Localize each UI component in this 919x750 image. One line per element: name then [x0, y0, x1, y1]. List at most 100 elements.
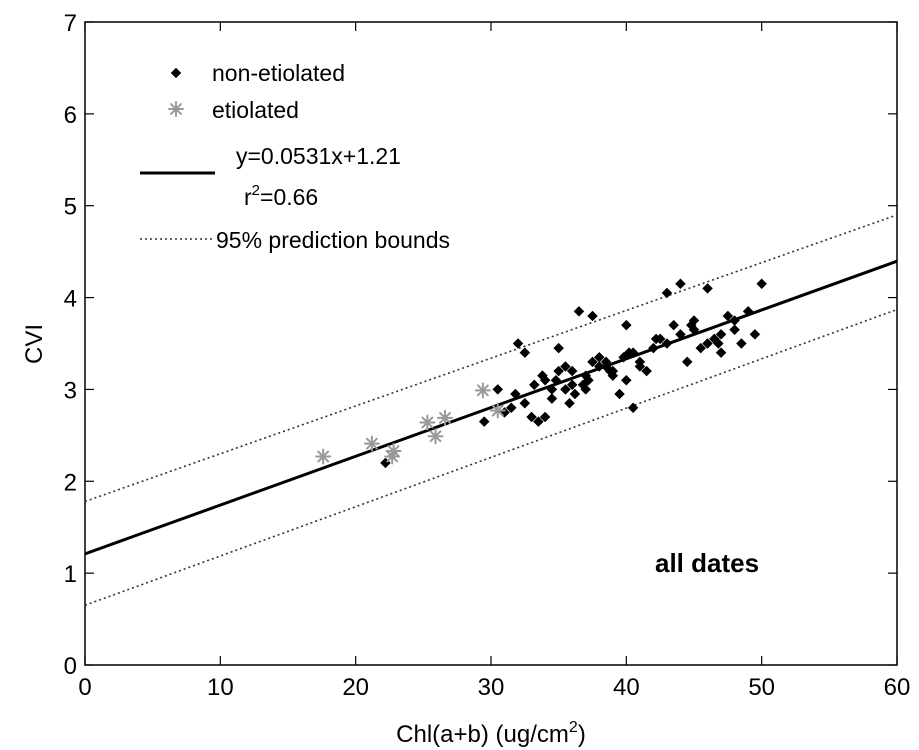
y-axis-label: CVI — [21, 324, 48, 364]
legend-diamond-icon — [170, 67, 182, 79]
point-non-etiolated — [715, 328, 727, 340]
point-non-etiolated — [512, 338, 524, 349]
point-non-etiolated — [623, 347, 635, 359]
y-tick-label: 6 — [64, 102, 77, 129]
point-non-etiolated — [519, 397, 531, 409]
point-etiolated — [427, 428, 444, 445]
y-tick-label: 3 — [64, 377, 77, 404]
point-non-etiolated — [627, 402, 639, 414]
legend: non-etiolated etiolated y=0.0531x+1.21 r… — [140, 60, 450, 253]
legend-r-squared: r2=0.66 — [244, 182, 318, 210]
point-non-etiolated — [587, 310, 598, 322]
legend-bounds-label: 95% prediction bounds — [216, 227, 450, 253]
point-non-etiolated — [675, 328, 686, 340]
point-non-etiolated — [641, 365, 652, 377]
point-etiolated — [315, 448, 332, 465]
fit-line — [84, 259, 898, 556]
point-non-etiolated — [539, 411, 551, 423]
point-non-etiolated — [528, 379, 540, 391]
y-tick-label: 0 — [64, 653, 77, 680]
point-non-etiolated — [573, 305, 585, 317]
point-non-etiolated — [510, 388, 521, 400]
point-non-etiolated — [533, 416, 544, 427]
point-etiolated — [419, 414, 436, 431]
point-non-etiolated — [756, 278, 768, 290]
point-non-etiolated — [736, 338, 747, 349]
point-non-etiolated — [550, 374, 562, 386]
point-non-etiolated — [560, 384, 571, 395]
point-non-etiolated — [604, 365, 616, 377]
point-non-etiolated — [519, 347, 531, 359]
point-non-etiolated — [620, 374, 632, 386]
point-non-etiolated — [742, 305, 754, 317]
point-non-etiolated — [722, 310, 734, 322]
axis-ticks: 0 10 20 30 40 50 60 0 1 2 3 4 5 6 7 — [64, 10, 911, 701]
point-etiolated — [363, 435, 380, 452]
x-tick-label: 40 — [613, 674, 640, 701]
point-non-etiolated — [546, 393, 558, 404]
point-non-etiolated — [566, 365, 578, 377]
plot-frame — [84, 21, 898, 666]
point-non-etiolated — [749, 328, 761, 340]
point-non-etiolated — [729, 324, 740, 336]
point-etiolated — [474, 382, 491, 399]
point-etiolated — [385, 442, 402, 459]
point-non-etiolated — [478, 416, 490, 427]
prediction-bound-upper — [84, 214, 898, 503]
point-non-etiolated — [564, 397, 575, 409]
point-non-etiolated — [620, 319, 632, 331]
legend-marker-etiolated — [168, 101, 184, 117]
y-tick-label: 1 — [64, 561, 77, 588]
point-non-etiolated — [593, 351, 605, 363]
x-tick-label: 50 — [748, 674, 775, 701]
point-non-etiolated — [648, 342, 659, 354]
point-non-etiolated — [526, 411, 537, 423]
data-points — [315, 278, 768, 469]
point-non-etiolated — [650, 333, 662, 345]
point-non-etiolated — [587, 356, 598, 368]
point-non-etiolated — [634, 361, 646, 372]
point-non-etiolated — [661, 338, 673, 349]
x-tick-label: 10 — [207, 674, 234, 701]
legend-label-non-etiolated: non-etiolated — [212, 60, 345, 86]
y-tick-label: 5 — [64, 194, 77, 221]
point-etiolated — [436, 409, 453, 426]
point-non-etiolated — [702, 338, 713, 349]
point-etiolated — [489, 402, 506, 419]
x-tick-label: 20 — [342, 674, 369, 701]
y-tick-label: 2 — [64, 469, 77, 496]
fit-line-layer — [84, 259, 898, 556]
point-non-etiolated — [715, 347, 727, 359]
y-tick-label: 4 — [64, 286, 77, 313]
legend-label-etiolated: etiolated — [212, 97, 299, 123]
x-tick-label: 60 — [884, 674, 911, 701]
point-non-etiolated — [553, 365, 565, 377]
point-non-etiolated — [560, 361, 571, 372]
point-non-etiolated — [661, 287, 673, 299]
legend-marker-non-etiolated — [170, 67, 182, 79]
x-tick-label: 30 — [478, 674, 505, 701]
point-non-etiolated — [695, 342, 707, 354]
prediction-bounds — [84, 214, 898, 607]
point-non-etiolated — [553, 342, 565, 354]
point-non-etiolated — [492, 384, 504, 395]
point-non-etiolated — [505, 402, 517, 414]
legend-fit-equation: y=0.0531x+1.21 — [236, 143, 401, 169]
point-non-etiolated — [546, 384, 558, 395]
legend-asterisk-icon — [168, 101, 184, 117]
point-non-etiolated — [713, 338, 724, 349]
point-non-etiolated — [614, 388, 625, 400]
x-axis-label: Chl(a+b) (ug/cm2) — [396, 719, 586, 748]
point-non-etiolated — [583, 374, 594, 386]
point-non-etiolated — [702, 283, 713, 294]
point-non-etiolated — [685, 319, 697, 331]
point-non-etiolated — [675, 278, 686, 290]
point-non-etiolated — [566, 379, 578, 391]
point-non-etiolated — [569, 388, 581, 400]
prediction-bound-lower — [84, 308, 898, 607]
point-non-etiolated — [681, 356, 693, 368]
y-tick-label: 7 — [64, 10, 77, 37]
point-non-etiolated — [537, 370, 548, 382]
x-tick-label: 0 — [78, 674, 91, 701]
